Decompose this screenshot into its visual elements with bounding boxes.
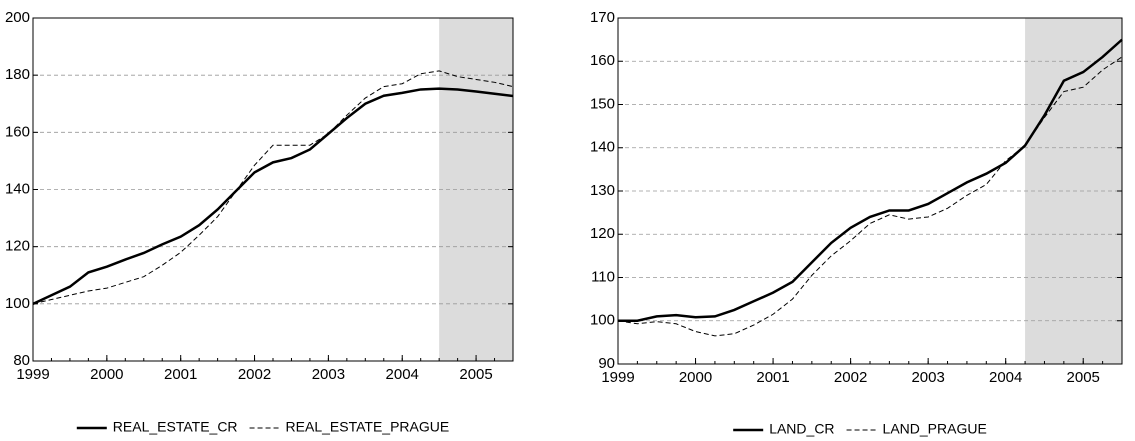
y-tick-label: 100 bbox=[590, 312, 615, 329]
x-tick-label: 2002 bbox=[238, 366, 271, 383]
plot-frame bbox=[617, 17, 1123, 365]
y-tick-label: 180 bbox=[5, 66, 30, 83]
y-tick-label: 110 bbox=[591, 268, 615, 285]
series-line bbox=[618, 38, 1123, 322]
x-tick-label: 2000 bbox=[90, 366, 123, 383]
legend: REAL_ESTATE_CR REAL_ESTATE_PRAGUE bbox=[76, 419, 450, 435]
x-tick-label: 2005 bbox=[459, 366, 492, 383]
legend-label: REAL_ESTATE_CR bbox=[113, 419, 238, 435]
y-tick-label: 170 bbox=[590, 9, 615, 26]
x-tick-label: 2000 bbox=[679, 369, 712, 386]
x-tick-label: 2001 bbox=[756, 369, 789, 386]
series-line bbox=[32, 70, 514, 305]
x-tick-label: 2004 bbox=[386, 366, 419, 383]
y-tick-label: 100 bbox=[5, 295, 30, 312]
legend-label: REAL_ESTATE_PRAGUE bbox=[286, 419, 450, 435]
y-tick-label: 140 bbox=[5, 180, 30, 197]
x-tick-label: 2002 bbox=[834, 369, 867, 386]
x-tick-label: 2005 bbox=[1067, 369, 1100, 386]
y-tick-label: 160 bbox=[5, 123, 30, 140]
x-tick-label: 2001 bbox=[164, 366, 197, 383]
y-tick-label: 200 bbox=[5, 9, 30, 26]
x-tick-label: 2003 bbox=[312, 366, 345, 383]
y-tick-label: 160 bbox=[590, 52, 615, 69]
x-tick-label: 2003 bbox=[911, 369, 944, 386]
x-tick-label: 1999 bbox=[16, 366, 49, 383]
series-line bbox=[32, 87, 514, 305]
x-tick-label: 1999 bbox=[601, 369, 634, 386]
y-tick-label: 120 bbox=[590, 225, 615, 242]
plot-frame bbox=[32, 17, 514, 362]
y-tick-label: 90 bbox=[598, 355, 615, 372]
y-tick-label: 120 bbox=[5, 238, 30, 255]
legend: LAND_CR LAND_PRAGUE bbox=[733, 421, 987, 437]
x-tick-label: 2004 bbox=[989, 369, 1022, 386]
y-tick-label: 130 bbox=[590, 182, 615, 199]
legend-label: LAND_CR bbox=[769, 421, 834, 437]
y-tick-label: 80 bbox=[13, 352, 30, 369]
legend-label: LAND_PRAGUE bbox=[883, 421, 987, 437]
y-tick-label: 150 bbox=[590, 95, 615, 112]
y-tick-label: 140 bbox=[590, 139, 615, 156]
